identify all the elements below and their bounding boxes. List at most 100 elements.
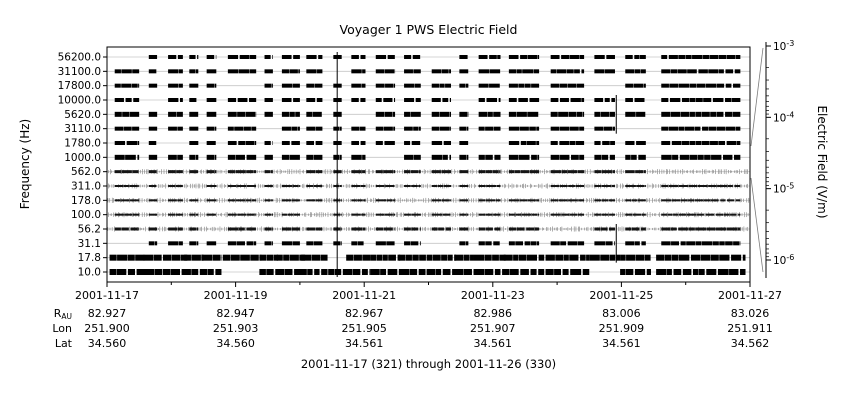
- noise-trace: [704, 213, 705, 217]
- burst-segment: [494, 269, 501, 275]
- burst-segment: [594, 126, 604, 131]
- noise-trace: [146, 198, 147, 202]
- burst-segment: [404, 126, 413, 131]
- noise-trace: [616, 213, 617, 217]
- burst-segment: [735, 55, 741, 59]
- noise-trace: [541, 197, 543, 203]
- noise-trace: [201, 226, 202, 232]
- burst-segment: [643, 170, 646, 174]
- noise-trace: [715, 227, 717, 231]
- burst-segment: [284, 269, 293, 275]
- burst-segment: [494, 227, 501, 231]
- burst-segment: [531, 83, 540, 88]
- burst-segment: [725, 126, 736, 131]
- noise-trace: [164, 226, 165, 232]
- noise-trace: [539, 170, 541, 174]
- burst-segment: [122, 111, 130, 117]
- burst-segment: [625, 227, 632, 231]
- burst-segment: [148, 199, 158, 202]
- noise-trace: [547, 198, 549, 202]
- noise-trace: [669, 169, 671, 174]
- noise-trace: [534, 185, 535, 187]
- burst-segment: [306, 69, 317, 74]
- noise-trace: [622, 183, 623, 189]
- burst-segment: [614, 241, 615, 246]
- burst-segment: [606, 55, 615, 59]
- noise-trace: [245, 227, 246, 231]
- burst-segment: [485, 227, 493, 231]
- noise-trace: [109, 198, 111, 203]
- noise-trace: [291, 169, 293, 175]
- burst-segment: [524, 241, 531, 246]
- burst-segment: [271, 199, 273, 202]
- burst-segment: [178, 241, 183, 246]
- burst-segment: [383, 126, 393, 131]
- noise-trace: [520, 170, 521, 173]
- ephemeris-value: 251.903: [213, 322, 259, 335]
- burst-segment: [644, 254, 651, 261]
- noise-trace: [472, 212, 473, 218]
- noise-trace: [471, 227, 472, 231]
- noise-trace: [713, 170, 714, 174]
- burst-segment: [484, 269, 494, 275]
- x-tick-label: 2001-11-25: [589, 289, 653, 302]
- burst-segment: [605, 241, 613, 246]
- noise-trace: [539, 184, 541, 188]
- noise-trace: [343, 184, 344, 188]
- noise-trace: [584, 170, 585, 174]
- noise-trace: [399, 197, 401, 203]
- burst-segment: [137, 141, 140, 145]
- noise-trace: [429, 184, 431, 188]
- noise-trace: [146, 169, 147, 174]
- burst-segment: [168, 69, 179, 74]
- noise-trace: [651, 183, 653, 189]
- burst-segment: [625, 213, 633, 216]
- burst-segment: [431, 126, 440, 131]
- burst-segment: [641, 241, 646, 246]
- burst-segment: [463, 254, 470, 261]
- burst-segment: [109, 254, 117, 261]
- noise-trace: [369, 183, 370, 189]
- burst-segment: [561, 213, 570, 216]
- burst-segment: [359, 126, 366, 131]
- burst-segment: [281, 83, 293, 88]
- noise-trace: [618, 212, 620, 218]
- noise-trace: [646, 198, 647, 203]
- noise-trace: [183, 227, 185, 231]
- noise-trace: [299, 199, 301, 202]
- noise-trace: [187, 184, 188, 188]
- burst-segment: [656, 254, 665, 261]
- burst-segment: [342, 269, 347, 275]
- noise-trace: [186, 227, 188, 231]
- burst-segment: [531, 213, 538, 216]
- burst-segment: [370, 269, 380, 275]
- noise-trace: [513, 184, 515, 188]
- noise-trace: [207, 227, 209, 231]
- burst-segment: [558, 199, 568, 202]
- noise-trace: [159, 226, 161, 232]
- burst-segment: [696, 213, 704, 216]
- noise-trace: [277, 169, 279, 174]
- burst-segment: [177, 154, 183, 160]
- burst-segment: [637, 199, 646, 202]
- burst-segment: [394, 69, 396, 74]
- noise-trace: [331, 170, 333, 174]
- burst-segment: [589, 254, 600, 261]
- burst-segment: [206, 83, 215, 88]
- burst-segment: [550, 199, 558, 202]
- burst-segment: [362, 254, 371, 261]
- noise-trace: [475, 184, 476, 188]
- burst-segment: [281, 227, 292, 231]
- noise-trace: [129, 226, 130, 232]
- burst-segment: [735, 126, 741, 131]
- noise-trace: [384, 213, 385, 216]
- burst-segment: [688, 199, 695, 202]
- burst-segment: [566, 69, 574, 74]
- burst-segment: [246, 154, 257, 160]
- noise-trace: [253, 170, 255, 173]
- noise-trace: [162, 198, 164, 202]
- noise-trace: [573, 226, 575, 232]
- burst-segment: [214, 154, 217, 160]
- burst-segment: [245, 141, 255, 145]
